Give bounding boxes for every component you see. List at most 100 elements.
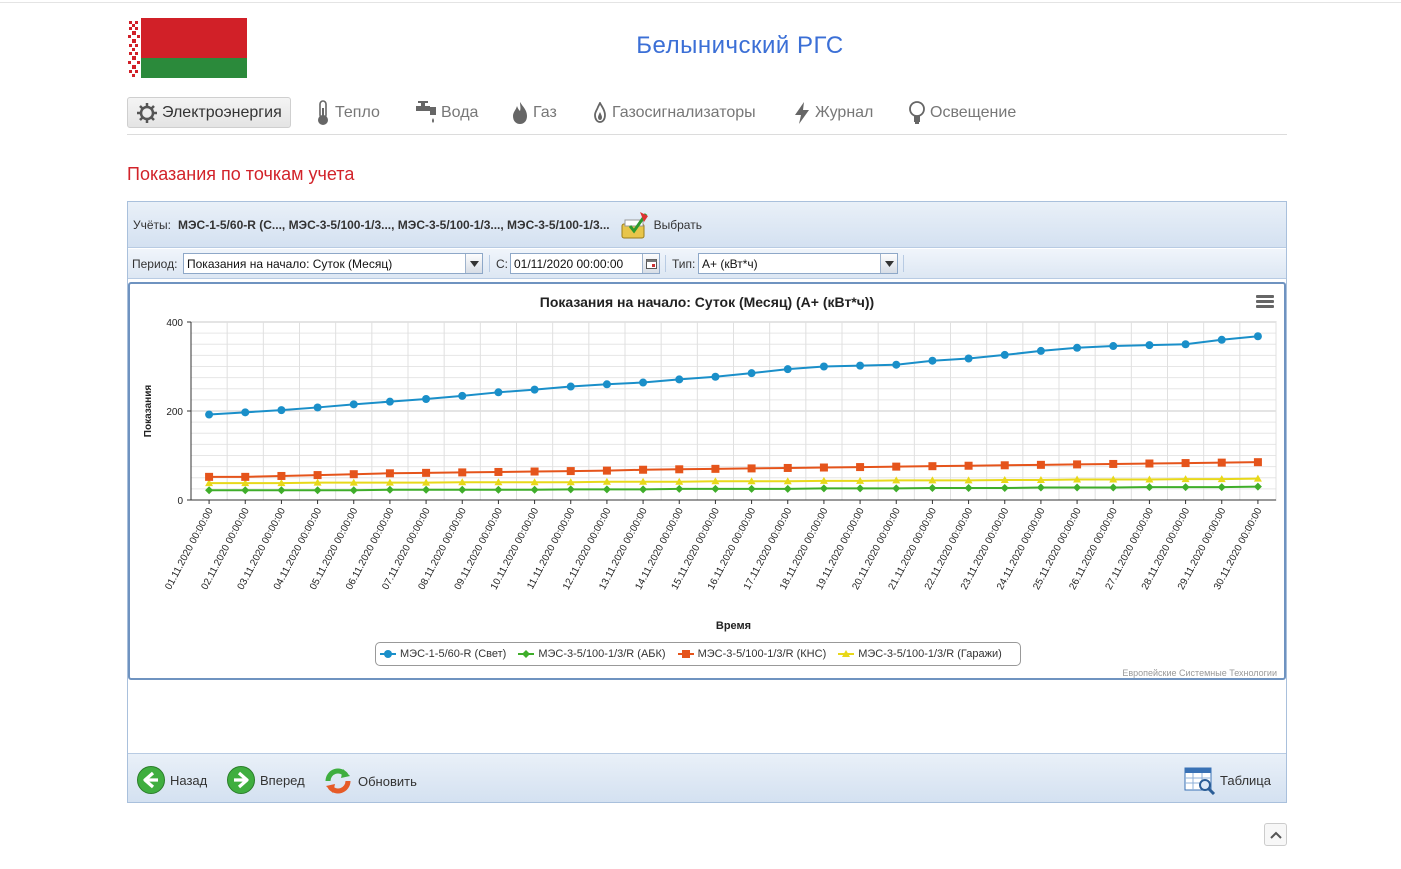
legend-item[interactable]: МЭС-1-5/60-R (Свет) — [380, 648, 506, 660]
data-point — [783, 484, 792, 493]
data-point — [602, 380, 611, 389]
data-point — [458, 485, 467, 494]
data-point — [458, 468, 467, 477]
chevron-down-icon — [465, 254, 482, 273]
data-point — [639, 485, 648, 494]
data-point — [385, 397, 394, 406]
data-point — [422, 485, 431, 494]
legend-item[interactable]: МЭС-3-5/100-1/3/R (Гаражи) — [838, 648, 1002, 660]
data-point — [1181, 483, 1190, 492]
series-line — [209, 485, 1258, 492]
nav-item-label: Газ — [533, 103, 557, 121]
y-axis-title: Показания — [143, 385, 154, 438]
y-tick-label: 0 — [177, 496, 183, 507]
data-point — [928, 483, 937, 492]
data-point — [892, 360, 901, 369]
data-point — [205, 472, 214, 481]
from-date-field[interactable]: 01/11/2020 00:00:00 — [510, 253, 660, 274]
period-select[interactable]: Показания на начало: Суток (Месяц) — [183, 253, 483, 274]
data-point — [530, 485, 539, 494]
nav-item-heat[interactable]: Тепло — [307, 97, 388, 128]
data-point — [1000, 475, 1009, 483]
scroll-top-button[interactable] — [1264, 823, 1287, 846]
nav-item-gas[interactable]: Газ — [503, 97, 565, 128]
nav-item-label: Газосигнализаторы — [612, 103, 756, 121]
data-point — [277, 486, 286, 495]
data-point — [856, 476, 865, 484]
data-point — [711, 477, 720, 485]
y-tick-label: 200 — [166, 407, 183, 418]
meters-value: МЭС-1-5/60-R (С..., МЭС-3-5/100-1/3..., … — [178, 217, 610, 232]
lightbulb-icon — [909, 100, 925, 124]
data-point — [819, 476, 828, 484]
data-point — [494, 467, 503, 476]
nav-item-label: Журнал — [815, 103, 874, 121]
data-point — [1181, 340, 1190, 349]
gas-alarm-icon — [594, 101, 606, 123]
nav-item-journal[interactable]: Журнал — [785, 97, 881, 128]
legend-item[interactable]: МЭС-3-5/100-1/3/R (КНС) — [677, 648, 827, 660]
calendar-icon[interactable] — [642, 254, 659, 273]
data-point — [928, 476, 937, 484]
refresh-label: Обновить — [358, 773, 417, 789]
back-label: Назад — [170, 772, 208, 788]
nav-item-gas-alarms[interactable]: Газосигнализаторы — [584, 97, 764, 128]
data-point — [1145, 459, 1154, 468]
belarus-flag-icon — [127, 18, 247, 78]
data-point — [819, 362, 828, 371]
legend-label: МЭС-3-5/100-1/3/R (КНС) — [697, 648, 827, 660]
data-point — [494, 485, 503, 494]
period-value: Показания на начало: Суток (Месяц) — [187, 257, 393, 271]
data-point — [205, 479, 214, 487]
x-axis-title: Время — [716, 620, 751, 632]
data-point — [856, 484, 865, 493]
data-point — [530, 467, 539, 476]
nav-item-water[interactable]: Вода — [407, 97, 486, 128]
data-point — [205, 410, 214, 419]
data-point — [349, 478, 358, 486]
legend-item[interactable]: МЭС-3-5/100-1/3/R (АБК) — [518, 648, 666, 660]
data-point — [422, 478, 431, 486]
data-point — [1036, 475, 1045, 483]
data-point — [1036, 483, 1045, 492]
data-point — [1109, 483, 1118, 492]
toolbar-separator — [903, 255, 904, 272]
forward-button[interactable]: Вперед — [226, 765, 305, 795]
readings-panel: Учёты: МЭС-1-5/60-R (С..., МЭС-3-5/100-1… — [127, 201, 1287, 803]
type-select[interactable]: A+ (кВт*ч) — [698, 253, 898, 274]
data-point — [241, 486, 250, 495]
series-line — [209, 335, 1259, 416]
chevron-up-icon — [1269, 831, 1282, 839]
choose-icon — [621, 211, 648, 238]
chart-menu-icon[interactable] — [1256, 295, 1274, 311]
data-point — [349, 486, 358, 495]
data-point — [639, 465, 648, 474]
chart-credits: Европейские Системные Технологии — [1122, 668, 1277, 678]
back-button[interactable]: Назад — [136, 765, 207, 795]
from-label: С: — [496, 257, 508, 271]
data-point — [602, 466, 611, 475]
y-tick-label: 400 — [166, 318, 183, 329]
table-button[interactable]: Таблица — [1184, 765, 1271, 795]
refresh-button[interactable]: Обновить — [322, 765, 417, 797]
legend-symbol — [677, 650, 694, 658]
data-point — [349, 400, 358, 409]
data-point — [277, 471, 286, 480]
data-point — [1073, 460, 1082, 469]
data-point — [675, 465, 684, 474]
data-point — [964, 354, 973, 363]
data-point — [1000, 350, 1009, 359]
data-point — [711, 372, 720, 381]
main-nav: Электроэнергия Тепло Вода Газ Газосигнал… — [127, 97, 1287, 135]
data-point — [602, 485, 611, 494]
legend-label: МЭС-3-5/100-1/3/R (Гаражи) — [858, 648, 1002, 660]
data-point — [747, 484, 756, 493]
data-point — [1253, 482, 1262, 491]
data-point — [1181, 459, 1190, 468]
choose-button[interactable]: Выбрать — [620, 210, 702, 240]
nav-item-lighting[interactable]: Освещение — [900, 97, 1024, 128]
nav-item-electricity[interactable]: Электроэнергия — [127, 97, 291, 128]
data-point — [1217, 483, 1226, 492]
data-point — [313, 486, 322, 495]
